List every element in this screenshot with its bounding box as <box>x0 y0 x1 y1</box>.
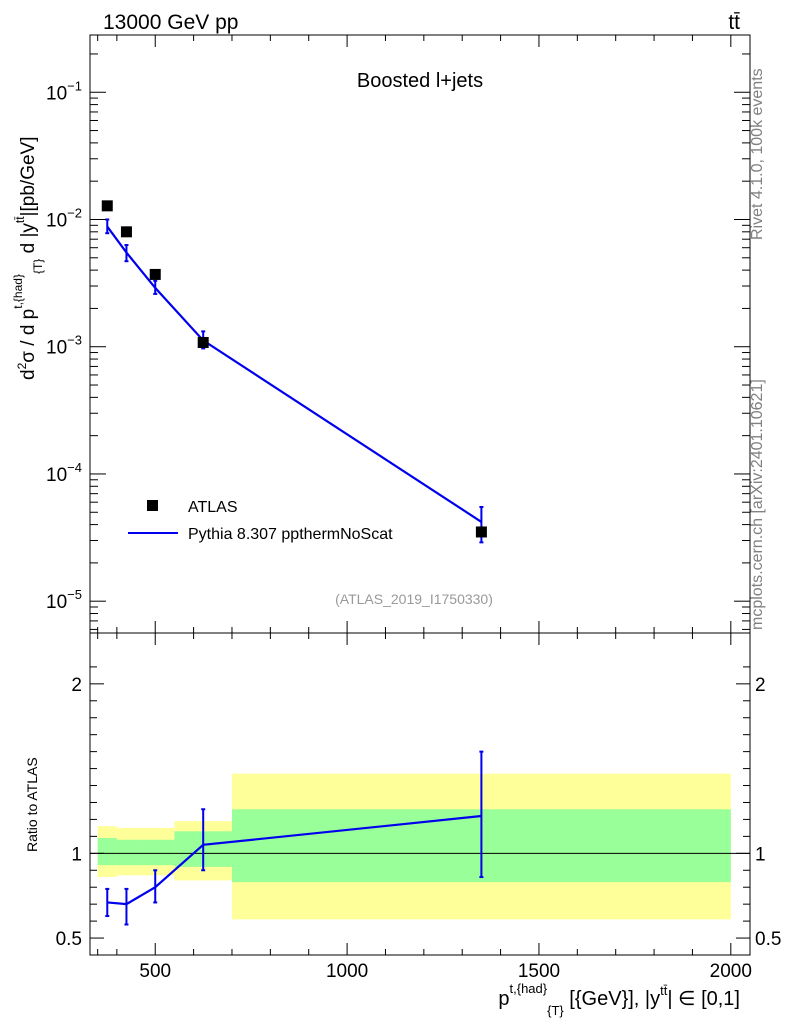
ratio-y-tick-label-right: 2 <box>755 675 766 696</box>
ratio-y-tick-label-left: 0.5 <box>56 929 82 950</box>
chart-title: Boosted l+jets <box>357 70 483 92</box>
ratio-band-inner <box>136 839 175 866</box>
x-tick-label: 1000 <box>326 961 368 982</box>
x-tick-label: 2000 <box>710 961 752 982</box>
main-y-tick-label: 10−1 <box>46 78 82 104</box>
pythia-line <box>106 225 482 523</box>
ratio-y-tick-label-left: 1 <box>71 844 82 865</box>
analysis-tag: (ATLAS_2019_I1750330) <box>335 591 493 607</box>
ratio-y-tick-label-right: 0.5 <box>755 929 781 950</box>
atlas-data-point <box>120 226 132 238</box>
legend-atlas-label: ATLAS <box>188 499 238 516</box>
legend-pythia-label: Pythia 8.307 ppthermNoScat <box>188 526 393 543</box>
ratio-frame <box>89 632 751 956</box>
main-y-tick-label: 10−4 <box>46 460 82 486</box>
ratio-panel: 0.5 0.5 1 1 2 2 500 1000 1500 2000 <box>56 632 781 982</box>
atlas-data-point <box>101 200 113 212</box>
main-y-tick-label: 10−3 <box>46 333 82 359</box>
x-axis-label: pt,{had}{T} [{GeV}], |ytt̄| ∈ [0,1] <box>498 981 740 1018</box>
atlas-data-point <box>149 268 161 280</box>
legend-atlas-marker <box>147 500 158 511</box>
main-y-tick-label: 10−5 <box>46 587 82 613</box>
x-tick-label: 500 <box>139 961 171 982</box>
ratio-y-tick-label-left: 2 <box>71 675 82 696</box>
rivet-label: Rivet 4.1.0, 100k events <box>749 68 766 240</box>
atlas-data-point <box>475 526 487 538</box>
main-panel: 10−1 10−2 10−3 10−4 10−5 Boosted l+jets (ATL… <box>46 34 751 634</box>
process-label: tt̄ <box>728 11 740 34</box>
legend: ATLAS Pythia 8.307 ppthermNoScat <box>128 499 393 543</box>
y-axis-label: d2σ / d pt,{had}{T} d |ytt̄|[pb/GeV] <box>11 137 45 381</box>
ratio-band-inner <box>97 838 117 866</box>
ratio-band-inner <box>116 839 137 866</box>
atlas-data-point <box>197 336 209 348</box>
x-tick-label: 1500 <box>518 961 560 982</box>
energy-label: 13000 GeV pp <box>103 11 238 34</box>
mcplots-label: mcplots.cern.ch [arXiv:2401.10621] <box>749 379 766 630</box>
main-y-tick-label: 10−2 <box>46 205 82 231</box>
main-frame <box>89 34 751 634</box>
ratio-y-tick-label-right: 1 <box>755 844 766 865</box>
ratio-y-axis-label: Ratio to ATLAS <box>24 757 40 852</box>
